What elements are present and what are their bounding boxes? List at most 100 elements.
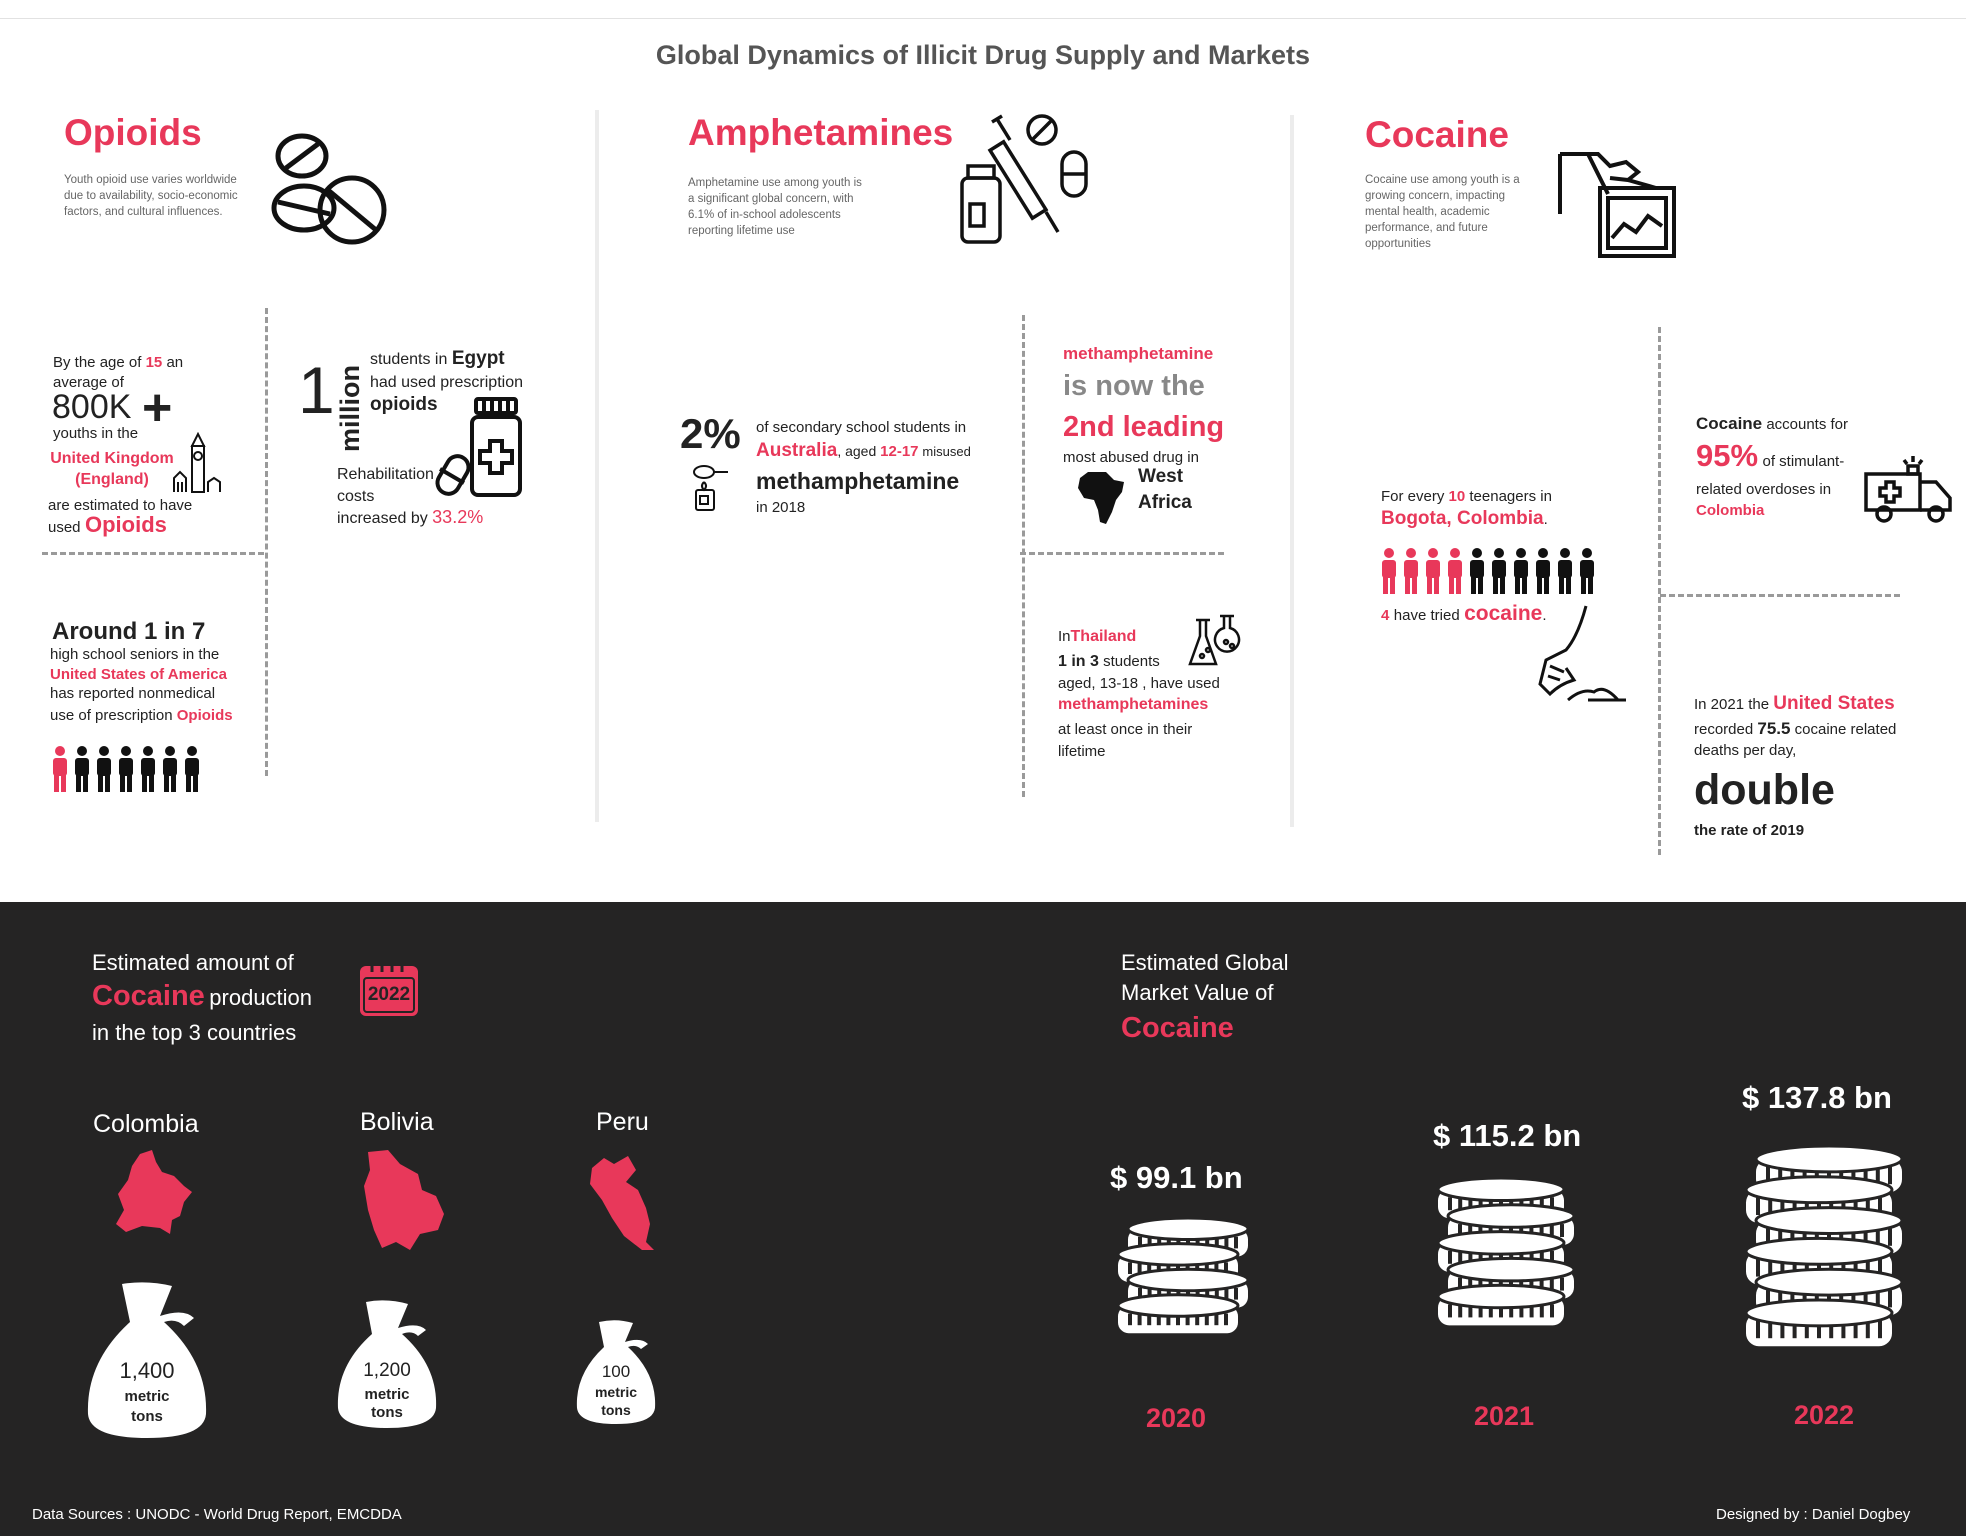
africa-map-icon	[1078, 472, 1124, 524]
colombia-map-icon	[116, 1150, 192, 1234]
egypt-line-2: had used prescription	[370, 374, 523, 391]
coin-top	[1754, 1146, 1904, 1174]
coin-ridge	[1878, 1259, 1882, 1277]
text: use of prescription	[50, 707, 173, 724]
od-line-2: 95% of stimulant-	[1696, 438, 1844, 474]
coin-ridge	[1204, 1313, 1209, 1326]
money-bag-icon: 1,200 metric tons	[334, 1298, 440, 1430]
coin-ridge	[1137, 1313, 1142, 1326]
coin-ridge	[1888, 1166, 1892, 1185]
od-line-1: Cocaine accounts for	[1696, 414, 1848, 434]
bogota-line-3: 4 have tried cocaine.	[1381, 602, 1547, 626]
person-icon	[119, 746, 133, 792]
text: cocaine related	[1794, 721, 1897, 738]
uk-line-3: youths in the	[53, 425, 139, 442]
people-row-bogota	[1381, 548, 1601, 599]
coin-ridge	[1519, 1224, 1524, 1237]
bogota-drug: cocaine	[1464, 602, 1543, 625]
big-ben-icon	[173, 432, 221, 493]
coin-ridge	[1224, 1287, 1229, 1300]
od-drug: Cocaine	[1696, 414, 1763, 433]
bag-unit: tons	[131, 1408, 163, 1425]
text: teenagers in	[1469, 488, 1552, 505]
africa-region: West Africa	[1138, 464, 1192, 516]
region-2: Africa	[1138, 492, 1192, 513]
coin-ridge	[1829, 1320, 1834, 1339]
coin-ridge	[1478, 1224, 1483, 1237]
australia-drug: methamphetamine	[756, 468, 960, 494]
coin-ridge	[1804, 1259, 1809, 1277]
bag-amount: 100	[601, 1362, 631, 1381]
divider	[1020, 552, 1224, 555]
australia-ages: 12-17	[880, 443, 919, 460]
text: students	[1103, 653, 1160, 670]
coin-ridge	[1147, 1262, 1152, 1274]
person-icon	[1580, 548, 1594, 594]
coin-top	[1744, 1236, 1894, 1266]
usa-country: United States of America	[50, 666, 227, 683]
coin-ridge	[1756, 1320, 1760, 1339]
bag-shape	[87, 1282, 207, 1438]
bag-unit: metric	[364, 1386, 410, 1403]
coin-ridge	[1778, 1228, 1783, 1246]
coin-top	[1116, 1242, 1240, 1267]
amphetamines-heading: Amphetamines	[688, 112, 954, 153]
coin-ridge	[1488, 1197, 1493, 1211]
coin-ridge	[1138, 1236, 1142, 1249]
usa-headline: Around 1 in 7	[52, 618, 206, 645]
coin-ridge	[1550, 1250, 1554, 1264]
uk-line-1: By the age of 15 an	[53, 353, 183, 372]
bag-amount: 1,400	[119, 1358, 175, 1383]
coin-ridge	[1448, 1197, 1452, 1211]
coin-ridge	[1529, 1250, 1534, 1264]
plus-icon: +	[142, 379, 173, 437]
syringe-vial-icon	[960, 114, 1088, 244]
text: used	[48, 519, 81, 536]
coin-ridge	[1888, 1228, 1892, 1246]
divider	[1658, 327, 1661, 855]
us-line-1: In 2021 the United States	[1694, 694, 1895, 714]
market-line-1: Estimated Global	[1121, 950, 1289, 975]
coin-ridge	[1766, 1290, 1770, 1308]
thailand-line-4: at least once in their	[1058, 721, 1193, 738]
coin-ridge	[1804, 1320, 1809, 1339]
snorting-icon	[1538, 605, 1626, 702]
text: For every	[1381, 488, 1445, 505]
text: By the age of	[53, 354, 142, 371]
flask-icon	[1188, 614, 1241, 666]
coin-ridge	[1792, 1197, 1797, 1215]
coin-ridge	[1166, 1262, 1171, 1274]
top-divider	[0, 18, 1966, 19]
dark-section	[0, 902, 1966, 1536]
coin-ridge	[1204, 1262, 1209, 1274]
bag-shape	[337, 1300, 437, 1428]
cocaine-heading: Cocaine	[1365, 114, 1509, 155]
text: of stimulant-	[1762, 453, 1845, 470]
us-country: United States	[1773, 693, 1895, 714]
egypt-country: Egypt	[451, 348, 505, 369]
coin-stack-shape	[1436, 1178, 1576, 1326]
coin-ridge	[1878, 1320, 1882, 1339]
coin-ridge	[1157, 1236, 1162, 1249]
bogota-city: Bogota, Colombia	[1381, 508, 1544, 529]
coin-stack-shape	[1744, 1146, 1904, 1347]
uk-place-1: United Kingdom	[50, 450, 174, 467]
coin-ridge	[1863, 1228, 1868, 1246]
coin-ridge	[1768, 1320, 1773, 1339]
person-icon	[185, 746, 199, 792]
egypt-drug: opioids	[370, 394, 438, 415]
us-line-3: deaths per day,	[1694, 742, 1797, 759]
text: increased by	[337, 510, 428, 527]
uk-place-2: (England)	[75, 471, 149, 488]
coin-ridge	[1875, 1228, 1880, 1246]
text: , aged	[837, 443, 877, 459]
bag-unit: tons	[371, 1404, 403, 1421]
coin-ridge	[1195, 1313, 1200, 1326]
coin-ridge	[1529, 1224, 1534, 1237]
peru-map-icon	[590, 1156, 654, 1250]
coin-ridge	[1863, 1290, 1868, 1308]
person-icon	[1448, 548, 1462, 594]
market-year-2020: 2020	[1146, 1403, 1207, 1433]
coin-ridge	[1468, 1277, 1473, 1291]
coin-ridge	[1560, 1277, 1564, 1291]
